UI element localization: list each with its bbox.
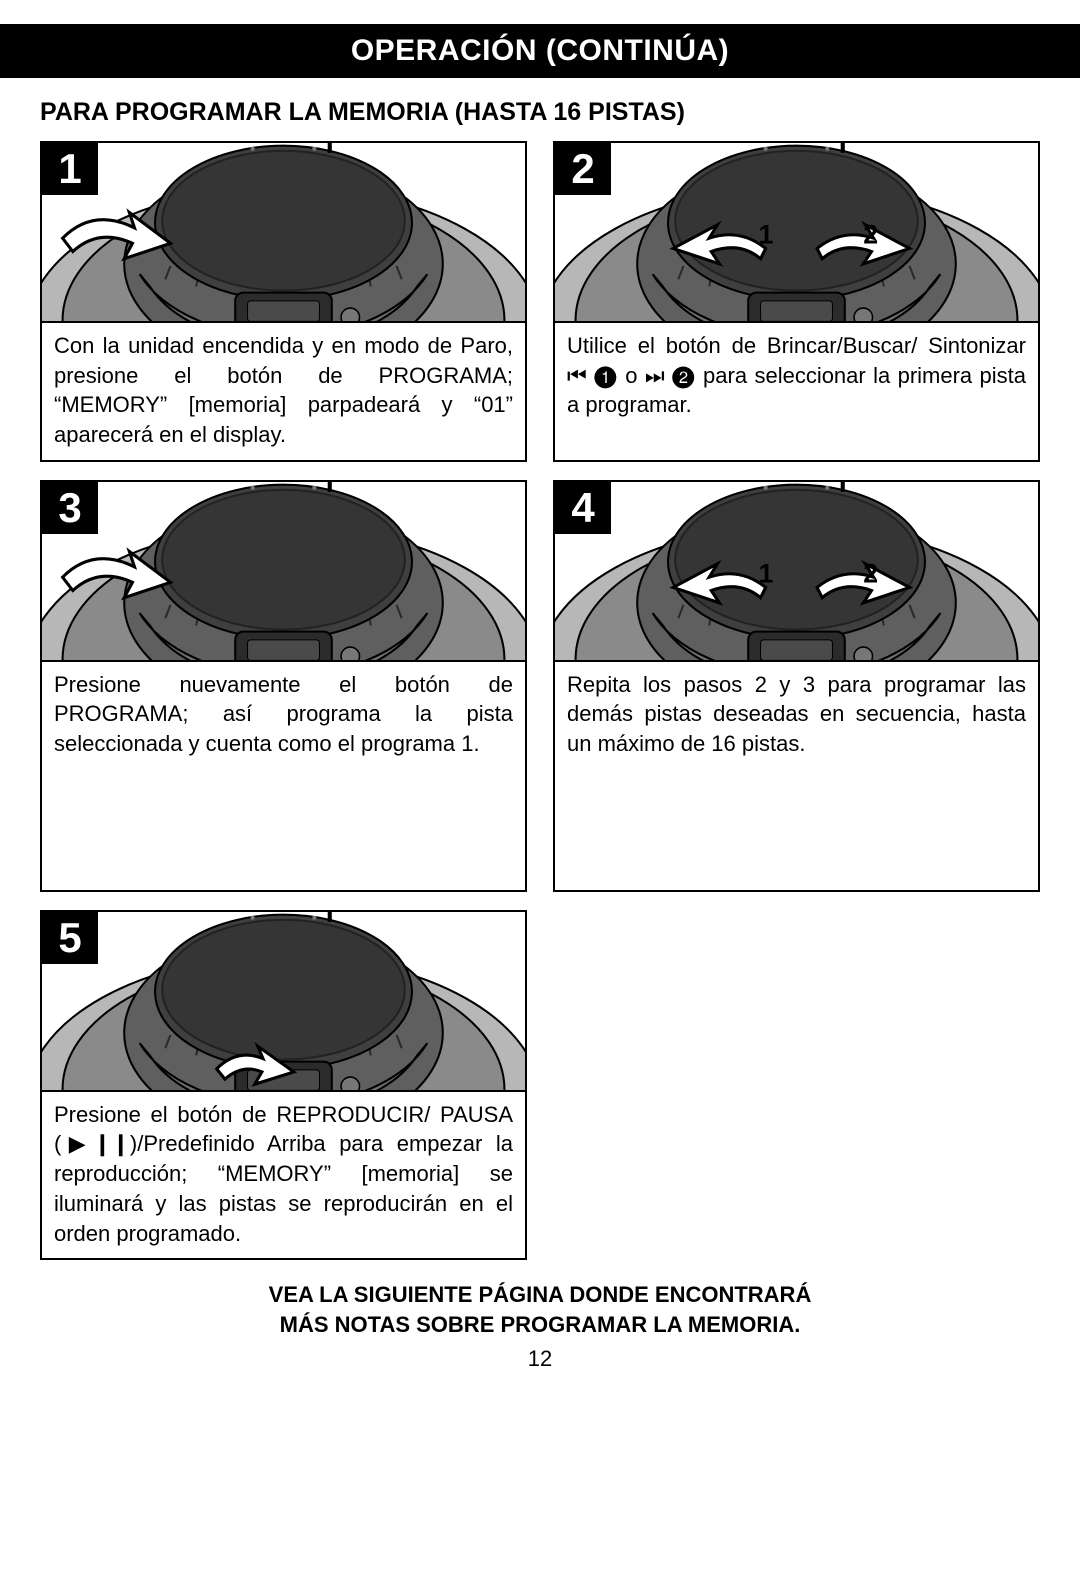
svg-text:2: 2 [863, 558, 878, 588]
step-2: 1 2 2 Utilice el botón de Brincar/Buscar… [553, 141, 1040, 462]
step-1-text: Con la unidad encendida y en modo de Par… [42, 321, 525, 460]
footer-line-1: VEA LA SIGUIENTE PÁGINA DONDE ENCONTRARÁ [40, 1280, 1040, 1310]
step-5-text: Presione el botón de REPRODUCIR/ PAUSA (… [42, 1090, 525, 1258]
step-2-number: 2 [555, 143, 611, 195]
step-4-number: 4 [555, 482, 611, 534]
step-3-text: Presione nuevamente el botón de PROGRAMA… [42, 660, 525, 890]
step-3-number: 3 [42, 482, 98, 534]
step-1-illustration: 1 [42, 143, 525, 321]
step-3-illustration: 3 [42, 482, 525, 660]
page-number: 12 [40, 1346, 1040, 1372]
step-1: 1 Con la unidad encendida y en modo de P… [40, 141, 527, 462]
step-1-number: 1 [42, 143, 98, 195]
footer-note: VEA LA SIGUIENTE PÁGINA DONDE ENCONTRARÁ… [40, 1280, 1040, 1339]
svg-text:1: 1 [758, 558, 773, 588]
step-2-text: Utilice el botón de Brincar/Buscar/ Sint… [555, 321, 1038, 460]
step-2-illustration: 1 2 2 [555, 143, 1038, 321]
steps-grid: 1 Con la unidad encendida y en modo de P… [40, 141, 1040, 462]
step-4: 1 2 4 Repita los pasos 2 y 3 para progra… [553, 480, 1040, 892]
step-5-number: 5 [42, 912, 98, 964]
svg-text:1: 1 [758, 219, 773, 249]
step-4-illustration: 1 2 4 [555, 482, 1038, 660]
steps-grid-row2: 3 Presione nuevamente el botón de PROGRA… [40, 480, 1040, 892]
step-5: 5 Presione el botón de REPRODUCIR/ PAUSA… [40, 910, 527, 1260]
svg-text:2: 2 [863, 219, 878, 249]
steps-grid-row3: 5 Presione el botón de REPRODUCIR/ PAUSA… [40, 910, 1040, 1260]
footer-line-2: MÁS NOTAS SOBRE PROGRAMAR LA MEMORIA. [40, 1310, 1040, 1340]
section-header: OPERACIÓN (CONTINÚA) [0, 24, 1080, 78]
section-subheading: PARA PROGRAMAR LA MEMORIA (HASTA 16 PIST… [40, 98, 1040, 127]
step-5-illustration: 5 [42, 912, 525, 1090]
step-3: 3 Presione nuevamente el botón de PROGRA… [40, 480, 527, 892]
step-4-text: Repita los pasos 2 y 3 para programar la… [555, 660, 1038, 890]
